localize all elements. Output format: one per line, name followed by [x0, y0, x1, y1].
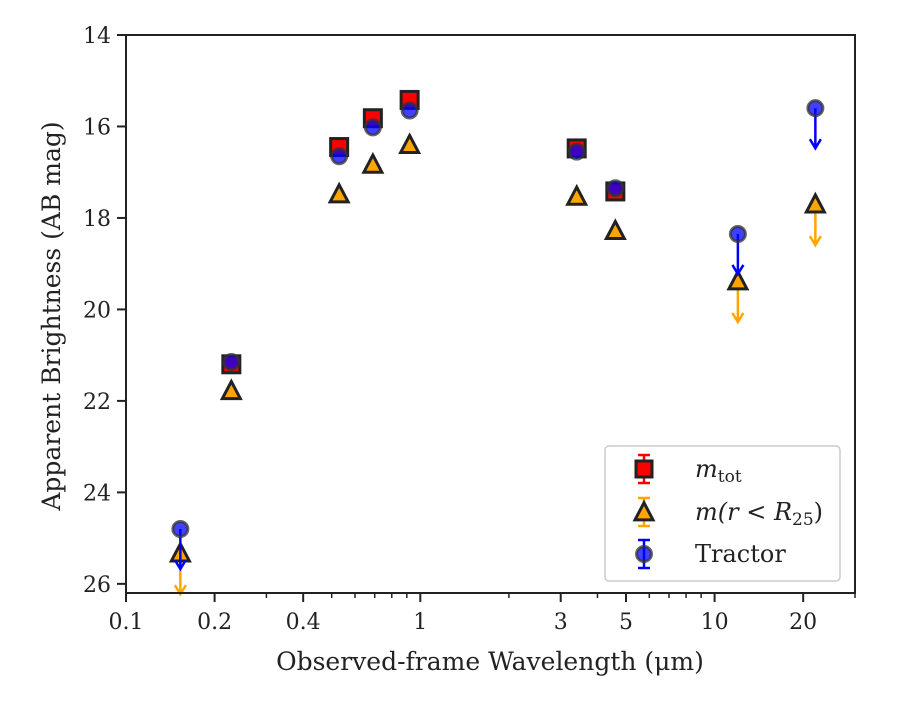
tractor-point [400, 101, 419, 120]
m-r25-point [726, 268, 750, 291]
tractor-point [330, 147, 349, 166]
m-r25-point [603, 218, 627, 241]
x-tick-label: 3 [554, 610, 568, 635]
y-axis-title: Apparent Brightness (AB mag) [37, 121, 66, 511]
x-tick-label: 5 [619, 610, 633, 635]
m-r25-point [327, 181, 351, 204]
y-tick-label: 18 [83, 207, 111, 232]
legend: mtot m(r < R25) Tractor [604, 445, 841, 582]
tractor-point [171, 519, 190, 538]
tractor-point [363, 118, 382, 137]
x-tick-label: 10 [701, 610, 729, 635]
x-tick-label: 0.4 [286, 610, 321, 635]
tractor-point [222, 353, 241, 372]
tractor-point [606, 179, 625, 198]
legend-box [604, 445, 841, 582]
plot-frame [125, 34, 856, 594]
y-tick-label: 24 [83, 481, 111, 506]
x-tick-label: 0.2 [197, 610, 232, 635]
tractor-point [567, 142, 586, 161]
y-tick-label: 16 [83, 115, 111, 140]
m-r25-point [803, 191, 827, 214]
m-r25-point [219, 378, 243, 401]
y-tick-label: 20 [83, 298, 111, 323]
x-axis-title: Observed-frame Wavelength (μm) [276, 647, 704, 676]
y-tick-label: 22 [83, 390, 111, 415]
tractor-upper-limit-head [173, 559, 187, 572]
axes: 14 16 18 20 22 24 26 0.1 0.2 0.4 1 3 5 10 20 [83, 24, 856, 635]
x-tick-label: 0.1 [109, 610, 144, 635]
m-r25-upper-limit-head [173, 584, 187, 597]
legend-marker-triangle [632, 499, 656, 522]
x-tick-label: 20 [789, 610, 817, 635]
legend-marker-square [634, 459, 654, 479]
tractor-upper-limit-head [808, 138, 822, 151]
m-r25-upper-limit-head [731, 312, 745, 325]
y-tick-label: 26 [83, 573, 111, 598]
legend-marker-circle [635, 545, 653, 563]
m-r25-point [361, 151, 385, 174]
legend-label-0: mtot [695, 455, 742, 487]
legend-label-1: m(r < R25) [695, 498, 823, 530]
tractor-point [728, 224, 747, 243]
legend-label-2: Tractor [695, 540, 786, 568]
m-r25-upper-limit-head [808, 235, 822, 248]
data-points [168, 89, 827, 597]
tractor-upper-limit-head [731, 264, 745, 277]
tractor-point [806, 99, 825, 118]
m-r25-point [565, 183, 589, 206]
x-tick-label: 1 [413, 610, 427, 635]
plot-border [125, 34, 856, 594]
m-r25-point [398, 132, 422, 155]
y-tick-label: 14 [83, 24, 111, 49]
